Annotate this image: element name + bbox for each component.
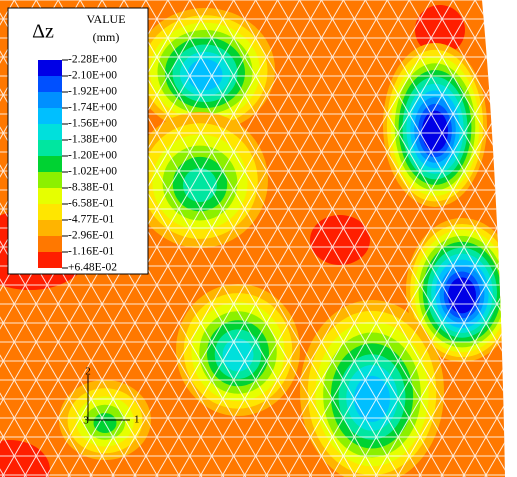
legend-swatch — [38, 236, 62, 252]
triad-label: 3 — [83, 415, 89, 427]
legend-swatch — [38, 204, 62, 220]
legend-swatch — [38, 76, 62, 92]
legend-swatch — [38, 92, 62, 108]
legend-swatch — [38, 220, 62, 236]
legend-label: -1.38E+00 — [68, 134, 117, 146]
contour-band — [223, 338, 254, 371]
contour-band — [448, 277, 476, 313]
screen: 2 3 1 Δz VALUE (mm) -2.28E+00 -2.10E+00 -1… — [0, 0, 517, 477]
legend-swatch — [38, 172, 62, 188]
legend-label: -1.74E+00 — [68, 102, 117, 114]
legend-swatch — [38, 252, 62, 268]
legend-label: -2.96E-01 — [68, 230, 115, 242]
legend-label: -1.16E-01 — [68, 246, 115, 258]
mesh-line — [507, 0, 517, 477]
legend-label: -6.58E-01 — [68, 198, 115, 210]
legend-label: -8.38E-01 — [68, 182, 115, 194]
legend-label: -1.92E+00 — [68, 86, 117, 98]
legend-label: -1.20E+00 — [68, 150, 117, 162]
triad-label: 1 — [134, 414, 140, 426]
legend-title: VALUE — [86, 12, 125, 26]
legend-swatch — [38, 188, 62, 204]
legend-label: -4.77E-01 — [68, 214, 115, 226]
legend-symbol: Δz — [32, 21, 54, 43]
legend-label: -2.28E+00 — [68, 54, 117, 66]
legend-swatch — [38, 156, 62, 172]
legend-label: +6.48E-02 — [68, 262, 117, 274]
legend-label: -2.10E+00 — [68, 70, 117, 82]
legend-label: -1.02E+00 — [68, 166, 117, 178]
legend-swatch — [38, 124, 62, 140]
legend-swatch — [38, 60, 62, 76]
legend-swatch — [38, 108, 62, 124]
legend-label: -1.56E+00 — [68, 118, 117, 130]
legend-unit: (mm) — [93, 30, 120, 44]
legend-swatch — [38, 140, 62, 156]
triad-label: 2 — [85, 366, 91, 378]
